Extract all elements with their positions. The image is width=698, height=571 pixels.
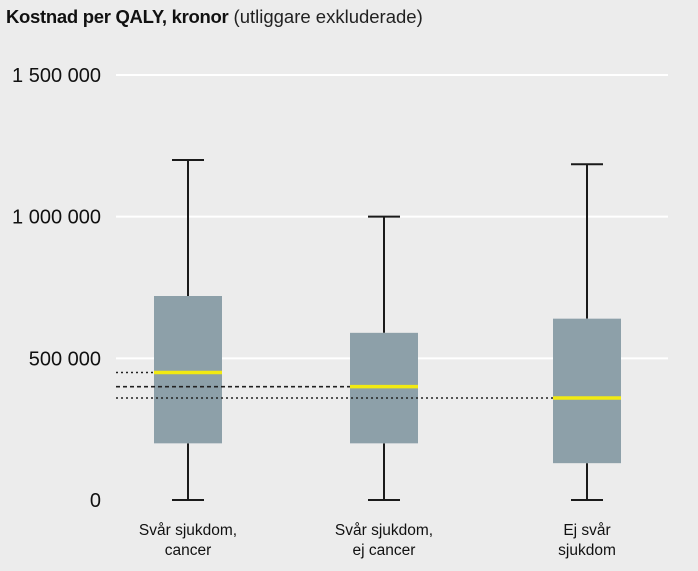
category-label-line: ej cancer [353,542,416,559]
box-iqr [154,296,222,444]
chart-title-main: Kostnad per QALY, kronor [6,6,229,27]
y-tick-label: 1 500 000 [12,65,101,87]
category-label: Svår sjukdom, cancer [139,522,237,559]
category-label: Ej svår sjukdom [558,522,616,559]
chart-title-subtitle: (utliggare exkluderade) [228,6,423,27]
y-tick-label: 500 000 [29,348,101,370]
category-label: Svår sjukdom, ej cancer [335,522,433,559]
category-label-line: Svår sjukdom, [335,522,433,539]
box-iqr [553,318,621,464]
category-label-line: sjukdom [558,542,616,559]
y-tick-label: 0 [90,490,101,512]
category-label-line: cancer [165,542,212,559]
chart-title: Kostnad per QALY, kronor (utliggare exkl… [6,6,423,28]
category-label-line: Ej svår [563,522,610,539]
y-tick-label: 1 000 000 [12,207,101,229]
category-label-line: Svår sjukdom, [139,522,237,539]
